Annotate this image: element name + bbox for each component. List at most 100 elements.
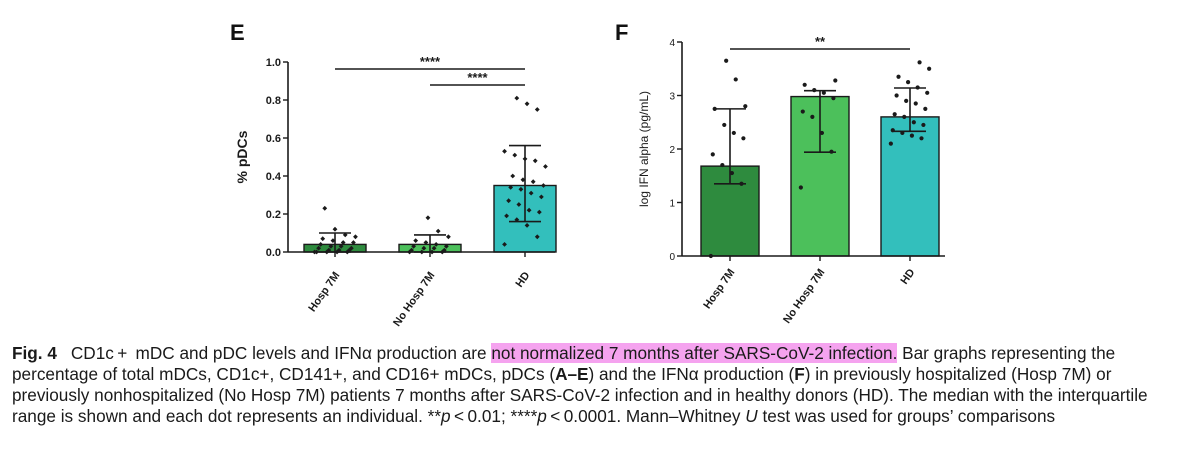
figure-4-charts: E F 0.0 0.2 0.4 0.6 0.8 1.0 Hosp 7M No Hosp 7M H… (230, 20, 945, 329)
caption-fig-label: Fig. 4 (12, 343, 57, 363)
data-point (348, 245, 354, 251)
data-point (328, 243, 334, 249)
data-point (326, 247, 332, 253)
data-point (413, 238, 419, 243)
data-point (411, 243, 417, 249)
caption-text: Bar graphs representing the percentage o… (12, 343, 1116, 384)
data-point (516, 202, 522, 207)
data-point (890, 128, 895, 133)
significance-label: **** (420, 54, 441, 69)
significance-label: **** (467, 70, 488, 85)
data-point (905, 80, 911, 85)
chart-panel-e: 0.0 0.2 0.4 0.6 0.8 1.0 Hosp 7M No Hosp 7M HD % p… (234, 54, 557, 329)
data-point (528, 190, 534, 196)
data-point (435, 228, 441, 234)
data-point (351, 240, 356, 245)
data-point (800, 109, 805, 114)
data-point (892, 112, 897, 117)
y-tick-label: 0.8 (266, 95, 281, 107)
y-axis-label: log IFN alpha (pg/mL) (637, 91, 651, 207)
data-point (534, 107, 540, 112)
data-point (831, 96, 836, 101)
data-point (504, 213, 509, 219)
category-label: Hosp 7M (306, 270, 342, 314)
data-point (538, 194, 544, 200)
category-label: No Hosp 7M (391, 270, 437, 329)
data-point (911, 120, 916, 125)
data-point (318, 242, 324, 247)
data-point (512, 152, 518, 158)
data-point (340, 240, 346, 245)
data-point (919, 136, 924, 141)
data-point (524, 223, 530, 228)
data-point (502, 148, 507, 154)
y-tick-label: 0.0 (266, 247, 281, 259)
data-point (502, 242, 507, 247)
data-point (532, 158, 538, 164)
bar-hd (880, 116, 940, 257)
y-tick-label: 2 (669, 145, 675, 156)
y-tick-label: 1.0 (266, 57, 281, 69)
data-point (322, 205, 328, 211)
data-point (425, 215, 431, 221)
data-point (821, 90, 826, 95)
data-point (536, 209, 542, 215)
data-point (443, 243, 449, 249)
data-point (720, 162, 725, 168)
data-point (810, 114, 815, 119)
data-point (909, 133, 915, 138)
chart-panel-f: 0 1 2 3 4 Hosp 7M No Hosp 7M HD log IFN alpha (p… (637, 34, 945, 326)
caption-text: test was used for groups’ comparisons (757, 406, 1056, 426)
caption-italic: p (537, 406, 547, 426)
caption-text: ) in previously hospitalized (Hosp 7M) o… (12, 364, 1148, 426)
category-label: HD (514, 270, 533, 290)
data-point (896, 74, 901, 79)
caption-text: < 0.0001. Mann–Whitney (546, 406, 746, 426)
data-point (888, 141, 893, 146)
data-point (433, 242, 439, 247)
data-point (423, 240, 429, 245)
y-tick-label: 0.2 (266, 209, 281, 221)
data-point (722, 122, 727, 128)
caption-italic: p (441, 406, 451, 426)
data-point (431, 245, 437, 251)
category-label: No Hosp 7M (781, 267, 827, 326)
data-point (524, 101, 530, 107)
data-point (543, 164, 548, 169)
data-point (332, 226, 338, 232)
data-point (510, 173, 516, 179)
caption-text: ) and the IFNα production ( (588, 364, 795, 384)
data-point (514, 95, 520, 101)
data-point (741, 136, 746, 141)
data-point (819, 130, 825, 136)
data-point (913, 101, 918, 106)
y-tick-label: 4 (669, 38, 675, 49)
data-point (520, 177, 526, 183)
data-point (338, 243, 344, 249)
data-point (729, 170, 735, 176)
significance-label: ** (815, 34, 826, 49)
data-point (320, 236, 326, 242)
data-point (446, 234, 451, 240)
data-point (917, 60, 922, 65)
data-point (743, 104, 748, 109)
data-point (710, 152, 715, 157)
caption-italic: U (745, 406, 758, 426)
caption-bold: A–E (555, 364, 589, 384)
data-point (925, 90, 930, 95)
category-label: Hosp 7M (701, 267, 737, 311)
panel-label-e: E (230, 20, 245, 45)
data-point (921, 122, 926, 128)
data-point (530, 179, 536, 185)
caption-bold: F (794, 364, 805, 384)
y-axis-label: % pDCs (234, 130, 250, 183)
data-point (526, 207, 532, 213)
data-point (518, 186, 524, 192)
data-point (927, 66, 932, 71)
data-point (802, 82, 807, 87)
data-point (421, 245, 427, 251)
figure-caption: Fig. 4 CD1c + mDC and pDC levels and IFNα… (12, 343, 1188, 427)
caption-highlight: not normalized 7 months after SARS-CoV-2… (491, 343, 898, 363)
data-point (534, 234, 540, 240)
data-point (541, 183, 546, 188)
